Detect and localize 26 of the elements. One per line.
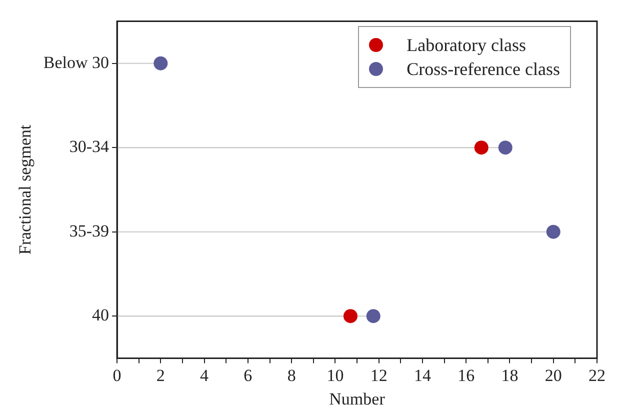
legend-label: Laboratory class — [406, 34, 526, 57]
point — [498, 140, 512, 155]
legend-label: Cross-reference class — [406, 58, 560, 81]
x-tick-label: 20 — [544, 366, 562, 385]
x-tick-label: 0 — [112, 366, 122, 385]
y-tick-label: 40 — [92, 306, 110, 325]
point — [154, 56, 168, 70]
x-tick-label: 6 — [244, 366, 252, 385]
y-tick-label: 30-34 — [69, 137, 110, 156]
x-tick-label: 4 — [200, 366, 210, 385]
point — [343, 309, 358, 324]
x-tick-label: 2 — [156, 366, 165, 385]
y-tick-label: 35-39 — [69, 221, 110, 240]
x-tick-label: 8 — [287, 366, 296, 385]
y-tick-label: Below 30 — [43, 52, 110, 72]
point — [546, 224, 560, 239]
x-tick-label: 16 — [458, 366, 475, 385]
x-tick-label: 18 — [501, 366, 518, 385]
x-tick-label: 22 — [588, 366, 606, 385]
x-tick-label: 12 — [370, 366, 388, 385]
point — [474, 140, 488, 155]
x-tick-label: 14 — [414, 366, 432, 385]
x-axis-title: Number — [329, 389, 386, 408]
y-axis-title: Fractional segment — [16, 124, 35, 255]
point — [366, 309, 380, 324]
x-tick-label: 10 — [326, 366, 344, 385]
